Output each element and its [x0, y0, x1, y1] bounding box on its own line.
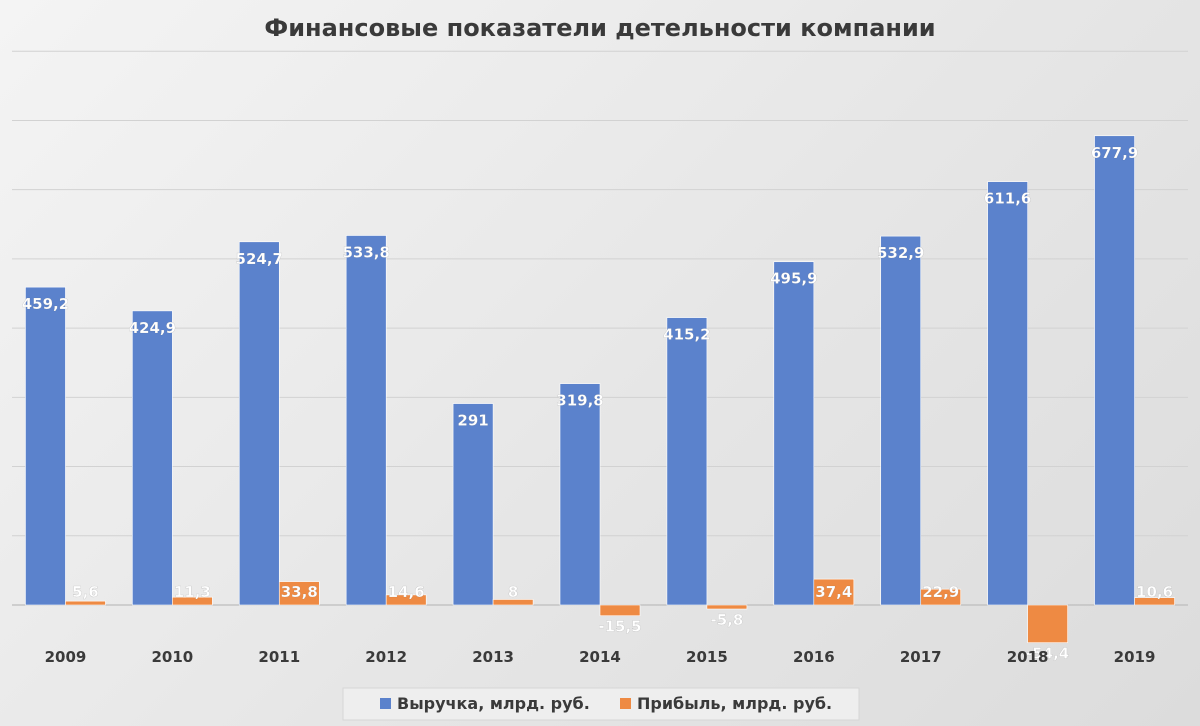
- data-label-profit: -5,8: [711, 611, 744, 629]
- x-tick-label: 2019: [1114, 648, 1156, 666]
- bar-profit: [492, 599, 534, 606]
- legend: Выручка, млрд. руб. Прибыль, млрд. руб.: [342, 687, 860, 721]
- bar-revenue: [452, 403, 494, 606]
- data-label-revenue: 319,8: [556, 392, 603, 410]
- data-label-profit: 14,6: [388, 583, 425, 601]
- bar-revenue: [666, 317, 708, 606]
- bar-profit: [599, 604, 641, 617]
- bar-revenue: [1094, 135, 1135, 606]
- data-label-profit: 22,9: [922, 583, 959, 601]
- data-label-revenue: 459,2: [22, 295, 69, 313]
- data-label-revenue: 524,7: [236, 250, 283, 268]
- x-tick-label: 2014: [579, 648, 621, 666]
- bar-profit: [1134, 597, 1175, 606]
- x-tick-label: 2009: [45, 648, 87, 666]
- bar-profit: [172, 596, 213, 606]
- bar-profit: [920, 588, 962, 606]
- x-tick-label: 2016: [793, 648, 835, 666]
- x-axis-tick-labels: 2009 2010 2011 2012 2013 2014 2015 2016 2017 2018…: [45, 648, 1156, 666]
- data-label-profit: -15,5: [598, 618, 641, 636]
- bar-revenue: [987, 181, 1028, 606]
- data-label-revenue: 424,9: [129, 319, 176, 337]
- data-label-profit: -54,4: [1026, 645, 1069, 663]
- data-label-profit: 11,3: [174, 583, 211, 601]
- bar-revenue: [345, 235, 387, 606]
- x-tick-label: 2010: [151, 648, 193, 666]
- legend-label-profit: Прибыль, млрд. руб.: [637, 694, 832, 713]
- legend-swatch-profit: [620, 698, 631, 709]
- legend-label-revenue: Выручка, млрд. руб.: [397, 694, 590, 713]
- data-label-revenue: 533,8: [342, 244, 389, 262]
- bar-revenue: [25, 286, 66, 606]
- bar-revenue: [880, 235, 922, 606]
- data-label-profit: 33,8: [281, 583, 318, 601]
- data-label-profit: 37,4: [815, 583, 852, 601]
- legend-swatch-revenue: [380, 698, 391, 709]
- data-label-revenue: 415,2: [663, 326, 710, 344]
- x-tick-label: 2013: [472, 648, 514, 666]
- bar-revenue: [238, 241, 280, 606]
- chart-title: Финансовые показатели детельности компан…: [264, 14, 935, 42]
- data-label-revenue: 495,9: [770, 270, 817, 288]
- data-label-revenue: 677,9: [1091, 144, 1138, 162]
- x-tick-label: 2012: [365, 648, 407, 666]
- data-labels: 459,2 5,6 424,9 11,3 524,7 33,8 533,8 14,6 291 8 3…: [22, 144, 1174, 663]
- x-tick-label: 2015: [686, 648, 728, 666]
- data-label-profit: 10,6: [1136, 583, 1173, 601]
- data-label-revenue: 532,9: [877, 244, 924, 262]
- bar-revenue: [132, 310, 173, 606]
- data-label-profit: 8: [508, 583, 518, 601]
- bars: [25, 135, 1175, 643]
- x-tick-label: 2011: [258, 648, 300, 666]
- bar-profit: [813, 578, 855, 606]
- bar-profit: [278, 581, 320, 606]
- bar-profit: [385, 594, 427, 606]
- bar-profit: [65, 600, 106, 606]
- bar-profit: [1027, 604, 1068, 643]
- x-tick-label: 2017: [900, 648, 942, 666]
- x-tick-label: 2018: [1007, 648, 1049, 666]
- data-label-revenue: 611,6: [984, 190, 1031, 208]
- bar-revenue: [559, 383, 601, 606]
- legend-background: [342, 687, 860, 721]
- data-label-profit: 5,6: [72, 583, 99, 601]
- bar-revenue: [773, 261, 815, 606]
- bar-profit: [706, 604, 748, 610]
- data-label-revenue: 291: [457, 412, 488, 430]
